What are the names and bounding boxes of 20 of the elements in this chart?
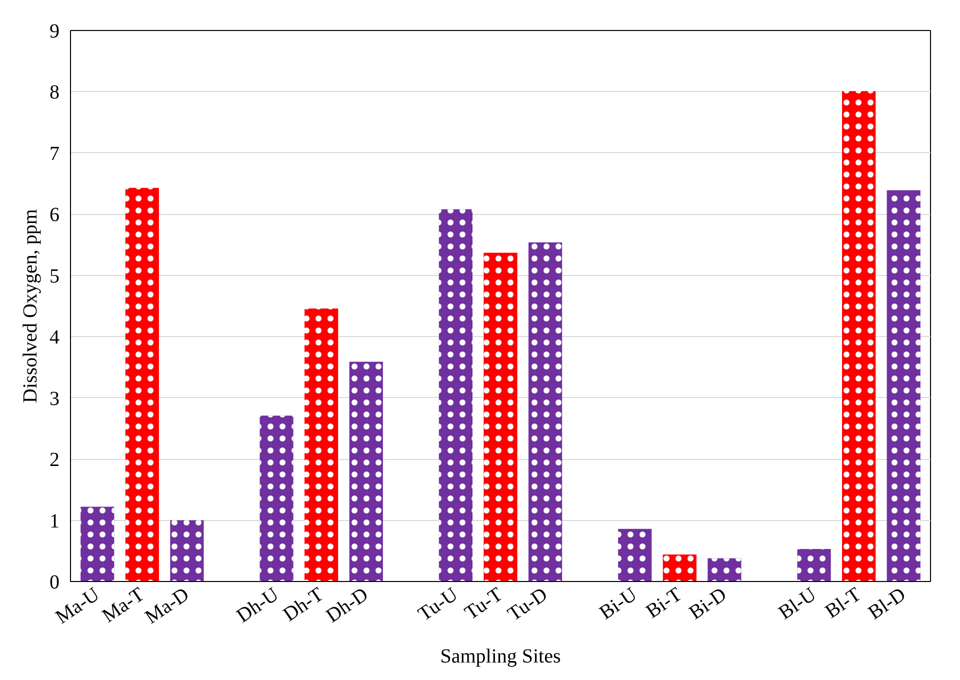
y-axis-title: Dissolved Oxygen, ppm [20, 208, 42, 403]
y-tick-label: 2 [50, 449, 60, 472]
x-tick-label: Tu-U [414, 583, 462, 626]
y-tick-label: 4 [50, 326, 60, 349]
x-tick-label: Bl-T [821, 583, 866, 623]
x-tick-label: Bi-T [642, 583, 686, 623]
y-tick-label: 8 [50, 82, 60, 104]
x-tick-label: Bi-D [685, 583, 731, 624]
x-tick-label: Bl-U [774, 583, 821, 624]
y-tick-label: 9 [50, 20, 60, 42]
x-tick-label: Bi-U [596, 583, 642, 624]
y-tick-label: 7 [50, 142, 60, 165]
y-tick-label: 0 [50, 572, 60, 594]
y-tick-label: 1 [50, 510, 60, 532]
x-tick-label: Bl-D [864, 583, 910, 624]
x-axis-title: Sampling Sites [440, 646, 561, 668]
x-tick-label: Dh-D [322, 583, 372, 628]
y-tick-label: 5 [50, 265, 60, 288]
y-tick-label: 6 [50, 204, 60, 226]
y-tick-label: 3 [50, 388, 60, 410]
